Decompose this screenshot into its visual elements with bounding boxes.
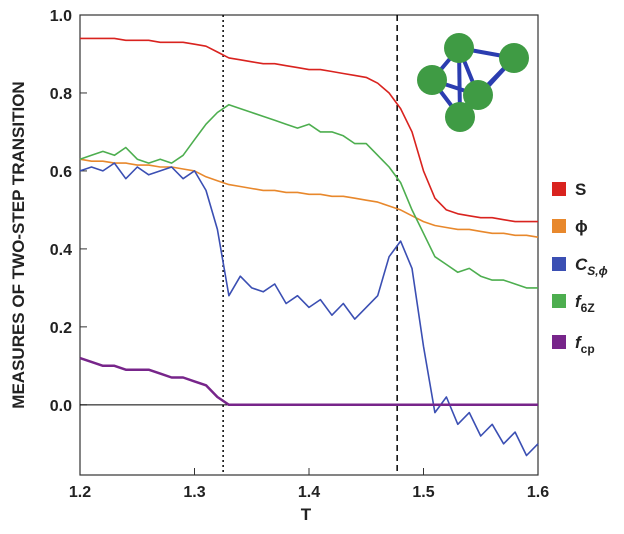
- x-tick-label: 1.4: [298, 484, 320, 501]
- y-tick-label: 0.4: [50, 242, 72, 259]
- y-tick-label: 0.0: [50, 398, 72, 415]
- x-axis-label: T: [301, 505, 312, 524]
- legend-name: C: [575, 255, 588, 274]
- y-tick-label: 0.6: [50, 164, 72, 181]
- y-tick-label: 0.8: [50, 86, 72, 103]
- legend-name: f: [575, 333, 583, 352]
- series-line: [79, 162, 539, 457]
- legend-swatch: [552, 335, 566, 349]
- legend-swatch: [552, 219, 566, 233]
- legend-label: ϕ: [575, 217, 588, 236]
- molecule-icon: [417, 33, 529, 132]
- y-axis-label: MEASURES OF TWO-STEP TRANSITION: [9, 81, 28, 408]
- x-tick-label: 1.3: [183, 484, 205, 501]
- x-tick-label: 1.2: [69, 484, 91, 501]
- legend-name: ϕ: [575, 217, 588, 236]
- legend-swatch: [552, 182, 566, 196]
- series-line: [79, 356, 538, 407]
- legend-swatch: [552, 294, 566, 308]
- legend-name: S: [575, 180, 586, 199]
- legend-label: f6Z: [575, 292, 595, 315]
- legend-label: S: [575, 180, 586, 199]
- series-line: [79, 158, 539, 238]
- legend-name: f: [575, 292, 583, 311]
- legend-swatch: [552, 257, 566, 271]
- series-line: [80, 37, 538, 223]
- legend-subscript: 6Z: [581, 301, 595, 315]
- y-tick-label: 1.0: [50, 8, 72, 25]
- legend-subscript: cp: [581, 342, 595, 356]
- legend-label: fcp: [575, 333, 595, 356]
- legend-label: CS,ϕ: [575, 255, 608, 278]
- x-tick-label: 1.6: [527, 484, 549, 501]
- y-tick-label: 0.2: [50, 320, 72, 337]
- x-tick-label: 1.5: [412, 484, 434, 501]
- series-line: [79, 103, 538, 289]
- legend-subscript: S,ϕ: [587, 264, 607, 278]
